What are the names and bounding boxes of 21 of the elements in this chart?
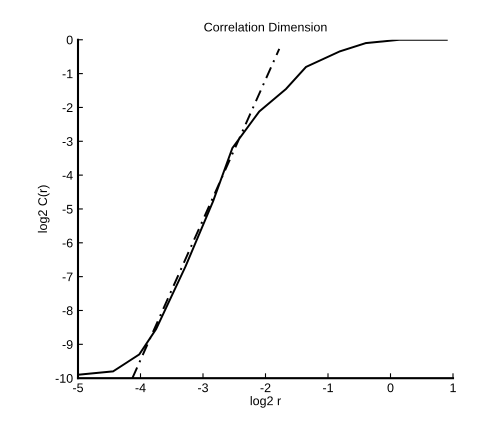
y-tick-label: -5 <box>62 204 73 214</box>
y-tick-label: -3 <box>62 137 73 146</box>
y-tick-label: -1 <box>62 70 73 78</box>
x-tick-label: -4 <box>136 383 146 392</box>
y-tick-label: -6 <box>62 238 73 248</box>
y-tick-label: -2 <box>62 103 73 112</box>
x-tick-label: 1 <box>450 383 456 392</box>
chart-title: Correlation Dimension <box>204 22 327 32</box>
x-axis-title: log2 r <box>250 396 281 408</box>
y-tick-label: 0 <box>66 36 73 44</box>
x-tick-label: 0 <box>388 383 394 392</box>
y-tick-label: -4 <box>62 171 73 180</box>
x-tick-label: -2 <box>260 383 270 392</box>
y-axis-title: log2 C(r) <box>38 185 50 232</box>
y-tick-label: -10 <box>56 374 73 383</box>
x-tick-label: -5 <box>73 383 84 392</box>
y-tick-label: -8 <box>62 306 73 316</box>
y-tick-label: -7 <box>62 272 73 282</box>
x-tick-label: -1 <box>323 383 333 392</box>
x-tick-label: -3 <box>198 383 208 392</box>
y-tick-label: -9 <box>62 340 73 349</box>
